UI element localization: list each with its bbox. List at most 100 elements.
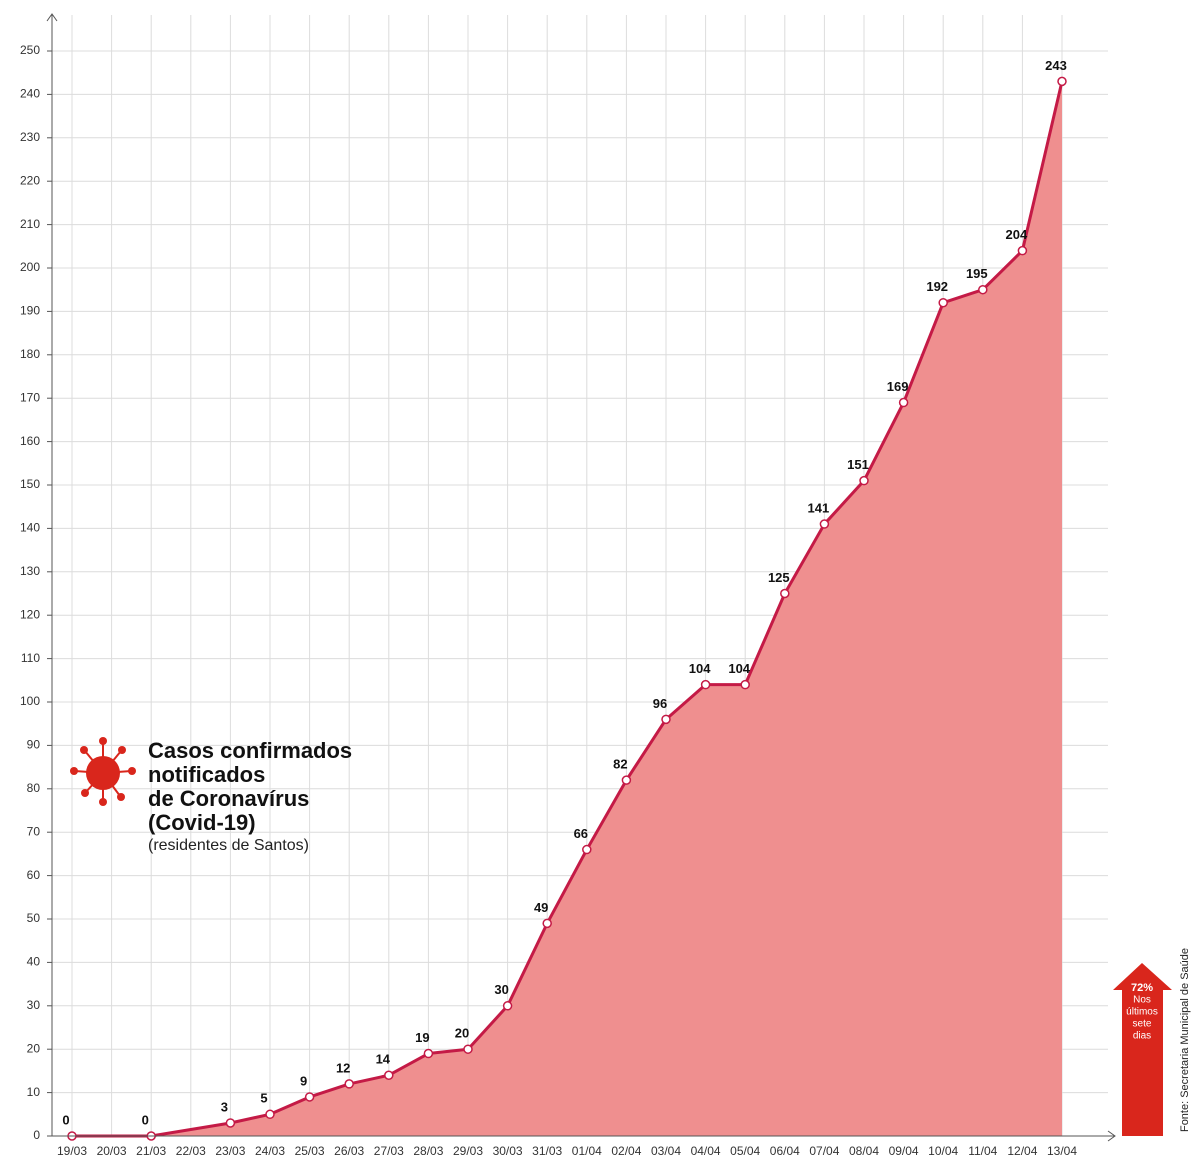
x-tick-label: 05/04: [730, 1144, 760, 1158]
title-line: Casos confirmados: [148, 738, 352, 763]
value-label: 204: [1006, 227, 1028, 242]
x-tick-label: 31/03: [532, 1144, 562, 1158]
y-tick-label: 70: [27, 824, 41, 838]
y-tick-label: 0: [33, 1128, 40, 1142]
annotation-text: últimos: [1126, 1007, 1158, 1018]
y-tick-label: 140: [20, 521, 40, 535]
value-label: 14: [376, 1052, 391, 1067]
x-tick-label: 09/04: [889, 1144, 919, 1158]
value-label: 192: [926, 279, 948, 294]
x-tick-label: 11/04: [968, 1144, 997, 1158]
y-tick-label: 100: [20, 694, 40, 708]
point: [225, 1118, 236, 1128]
value-label: 169: [887, 379, 909, 394]
point: [1057, 76, 1067, 87]
title-line: (Covid-19): [148, 810, 256, 835]
value-label: 0: [142, 1112, 149, 1127]
x-tick-label: 01/04: [572, 1144, 602, 1158]
x-tick-label: 30/03: [493, 1144, 523, 1158]
point: [384, 1070, 394, 1080]
x-tick-label: 23/03: [215, 1144, 245, 1158]
value-label: 243: [1045, 58, 1067, 73]
x-tick-label: 28/03: [413, 1144, 443, 1158]
value-label: 104: [728, 661, 750, 676]
title-line: de Coronavírus: [148, 786, 309, 811]
virus-icon: [70, 737, 136, 806]
x-tick-label: 29/03: [453, 1144, 483, 1158]
point: [463, 1044, 473, 1054]
value-label: 0: [62, 1112, 69, 1127]
point: [1017, 245, 1028, 256]
x-tick-label: 21/03: [136, 1144, 166, 1158]
value-label: 104: [689, 661, 711, 676]
x-tick-label: 04/04: [691, 1144, 721, 1158]
y-tick-label: 210: [20, 217, 40, 231]
x-tick-label: 06/04: [770, 1144, 800, 1158]
y-tick-label: 200: [20, 260, 40, 274]
y-tick-label: 250: [20, 43, 40, 57]
point: [661, 714, 671, 725]
x-tick-label: 13/04: [1047, 1144, 1077, 1158]
x-tick-label: 02/04: [611, 1144, 641, 1158]
source: Fonte: Secretaria Municipal de Saúde: [1179, 948, 1191, 1132]
value-label: 3: [221, 1099, 228, 1114]
point: [542, 918, 552, 929]
annotation-value: 72%: [1131, 982, 1153, 994]
value-label: 125: [768, 570, 790, 585]
value-label: 30: [494, 982, 508, 997]
x-axis-arrow: [1107, 1130, 1116, 1142]
value-label: 82: [613, 757, 627, 772]
point: [780, 588, 790, 599]
y-tick-label: 150: [20, 477, 40, 491]
subtitle: (residentes de Santos): [148, 837, 309, 854]
value-label: 9: [300, 1073, 307, 1088]
y-tick-label: 90: [27, 738, 41, 752]
value-label: 19: [415, 1030, 429, 1045]
title-line: notificados: [148, 762, 265, 787]
y-tick-label: 230: [20, 130, 40, 144]
line-bridge: [150, 1121, 231, 1138]
point: [502, 1001, 513, 1011]
x-tick-label: 20/03: [97, 1144, 127, 1158]
annotation-text: Nos: [1133, 995, 1151, 1006]
value-label: 5: [260, 1091, 267, 1106]
point: [304, 1092, 315, 1102]
y-tick-label: 20: [27, 1041, 41, 1055]
value-label: 96: [653, 696, 667, 711]
annotation-text: sete: [1133, 1019, 1152, 1030]
x-tick-label: 22/03: [176, 1144, 206, 1158]
y-tick-label: 220: [20, 173, 40, 187]
y-axis-arrow: [46, 13, 58, 22]
y-tick-label: 50: [27, 911, 41, 925]
value-label: 49: [534, 900, 548, 915]
y-tick-label: 180: [20, 347, 40, 361]
point: [621, 775, 632, 785]
point: [859, 475, 869, 486]
value-label: 66: [574, 826, 588, 841]
growth-arrow: [1113, 963, 1172, 1136]
point: [582, 844, 592, 855]
y-tick-label: 30: [27, 998, 41, 1012]
point: [344, 1079, 354, 1089]
point: [700, 679, 711, 690]
x-tick-label: 24/03: [255, 1144, 285, 1158]
x-tick-label: 07/04: [809, 1144, 839, 1158]
annotation-text: dias: [1133, 1031, 1151, 1042]
x-tick-label: 10/04: [928, 1144, 958, 1158]
x-tick-label: 25/03: [295, 1144, 325, 1158]
point: [265, 1109, 275, 1120]
y-tick-label: 120: [20, 607, 40, 621]
y-tick-label: 60: [27, 868, 41, 882]
y-tick-label: 10: [27, 1085, 41, 1099]
y-tick-label: 170: [20, 390, 40, 404]
point: [740, 679, 750, 690]
x-tick-label: 27/03: [374, 1144, 404, 1158]
value-label: 20: [455, 1026, 469, 1041]
y-tick-label: 160: [20, 434, 40, 448]
point: [819, 519, 830, 529]
value-label: 151: [847, 457, 869, 472]
line: [230, 81, 1064, 1125]
value-label: 141: [808, 500, 830, 515]
point: [898, 397, 909, 408]
